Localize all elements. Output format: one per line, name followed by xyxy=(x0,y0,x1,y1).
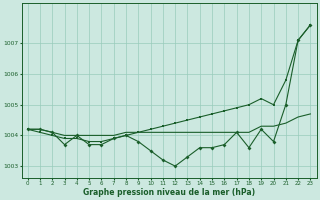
X-axis label: Graphe pression niveau de la mer (hPa): Graphe pression niveau de la mer (hPa) xyxy=(83,188,255,197)
